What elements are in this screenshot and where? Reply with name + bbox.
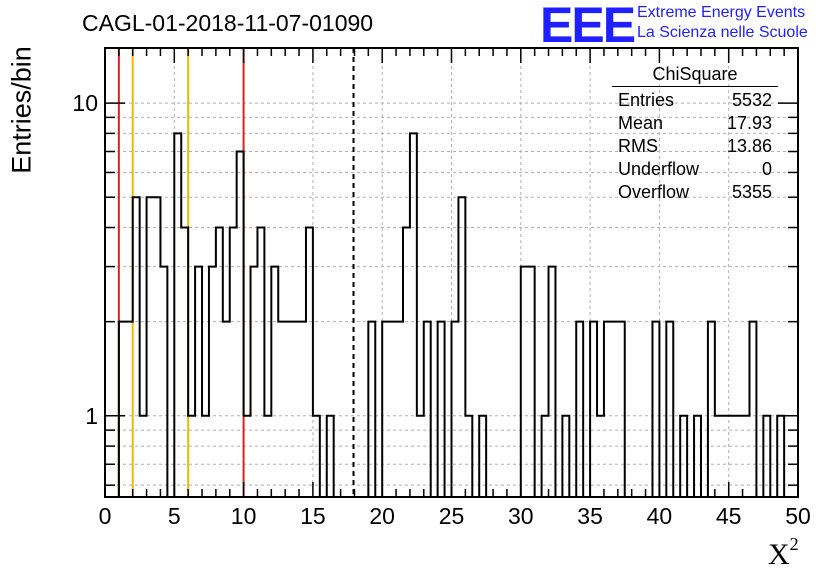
- x-tick-label: 35: [577, 503, 603, 529]
- stats-row: Entries 5532: [612, 89, 778, 112]
- x-tick-label: 30: [508, 503, 534, 529]
- stats-value: 17.93: [726, 113, 772, 133]
- stats-value: 5532: [731, 90, 772, 110]
- x-tick-label: 25: [439, 503, 465, 529]
- y-axis-label: Entries/bin: [6, 46, 37, 174]
- stats-label: Mean: [618, 113, 664, 133]
- logo-subtitle-2: La Scienza nelle Scuole: [637, 24, 808, 41]
- axis-ticks: [104, 48, 799, 497]
- y-tick-label: 10: [72, 90, 98, 116]
- stats-box: ChiSquare Entries 5532 Mean 17.93 RMS 13.86…: [612, 64, 778, 204]
- x-tick-label: 5: [168, 503, 181, 529]
- x-tick-label: 10: [231, 503, 257, 529]
- y-tick-label: 1: [85, 403, 98, 429]
- x-tick-label: 40: [647, 503, 673, 529]
- chart-title: CAGL-01-2018-11-07-01090: [82, 10, 374, 36]
- x-tick-label: 0: [99, 503, 112, 529]
- stats-label: Underflow: [618, 159, 700, 179]
- stats-label: Entries: [618, 90, 675, 110]
- stats-value: 13.86: [726, 136, 772, 156]
- stats-row: Overflow 5355: [612, 181, 778, 204]
- stats-value: 5355: [731, 182, 772, 202]
- eee-logo: EEE: [540, 0, 636, 53]
- x-tick-label: 15: [300, 503, 326, 529]
- x-axis-label-text: X: [768, 538, 790, 571]
- logo-subtitle-1: Extreme Energy Events: [637, 4, 806, 21]
- stats-value: 0: [761, 159, 772, 179]
- stats-label: RMS: [618, 136, 658, 156]
- axis-tick-labels: 0 5 10 15 20 25 30 35 40 45 50 1 10: [72, 90, 810, 529]
- x-axis-label: X2: [768, 534, 799, 572]
- x-tick-label: 50: [785, 503, 811, 529]
- x-axis-label-superscript: 2: [789, 534, 799, 554]
- stats-label: Overflow: [618, 182, 690, 202]
- stats-row: Mean 17.93: [612, 112, 778, 135]
- x-tick-label: 20: [369, 503, 395, 529]
- x-tick-label: 45: [716, 503, 742, 529]
- stats-row: Underflow 0: [612, 158, 778, 181]
- stats-row: RMS 13.86: [612, 135, 778, 158]
- stats-box-title: ChiSquare: [612, 64, 778, 87]
